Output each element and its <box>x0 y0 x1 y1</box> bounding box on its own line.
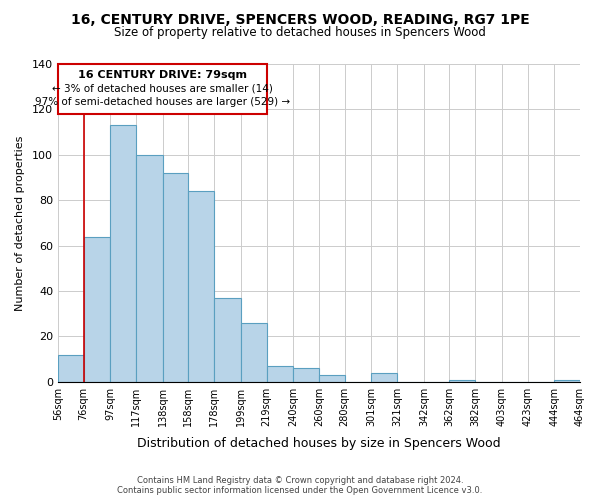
Bar <box>266 366 293 382</box>
Text: Size of property relative to detached houses in Spencers Wood: Size of property relative to detached ho… <box>114 26 486 39</box>
Bar <box>136 155 163 382</box>
Bar <box>58 354 83 382</box>
Bar <box>214 298 241 382</box>
Bar <box>241 323 266 382</box>
Bar <box>83 236 110 382</box>
Text: 16, CENTURY DRIVE, SPENCERS WOOD, READING, RG7 1PE: 16, CENTURY DRIVE, SPENCERS WOOD, READIN… <box>71 12 529 26</box>
Bar <box>188 191 214 382</box>
Bar <box>319 375 344 382</box>
Bar <box>293 368 319 382</box>
Bar <box>110 126 136 382</box>
Text: 16 CENTURY DRIVE: 79sqm: 16 CENTURY DRIVE: 79sqm <box>78 70 247 80</box>
Bar <box>371 372 397 382</box>
Y-axis label: Number of detached properties: Number of detached properties <box>15 135 25 310</box>
Text: 97% of semi-detached houses are larger (529) →: 97% of semi-detached houses are larger (… <box>35 97 290 107</box>
Text: Contains HM Land Registry data © Crown copyright and database right 2024.
Contai: Contains HM Land Registry data © Crown c… <box>118 476 482 495</box>
Bar <box>554 380 580 382</box>
Bar <box>163 173 188 382</box>
Text: ← 3% of detached houses are smaller (14): ← 3% of detached houses are smaller (14) <box>52 84 272 94</box>
X-axis label: Distribution of detached houses by size in Spencers Wood: Distribution of detached houses by size … <box>137 437 501 450</box>
FancyBboxPatch shape <box>58 64 266 114</box>
Bar <box>449 380 475 382</box>
